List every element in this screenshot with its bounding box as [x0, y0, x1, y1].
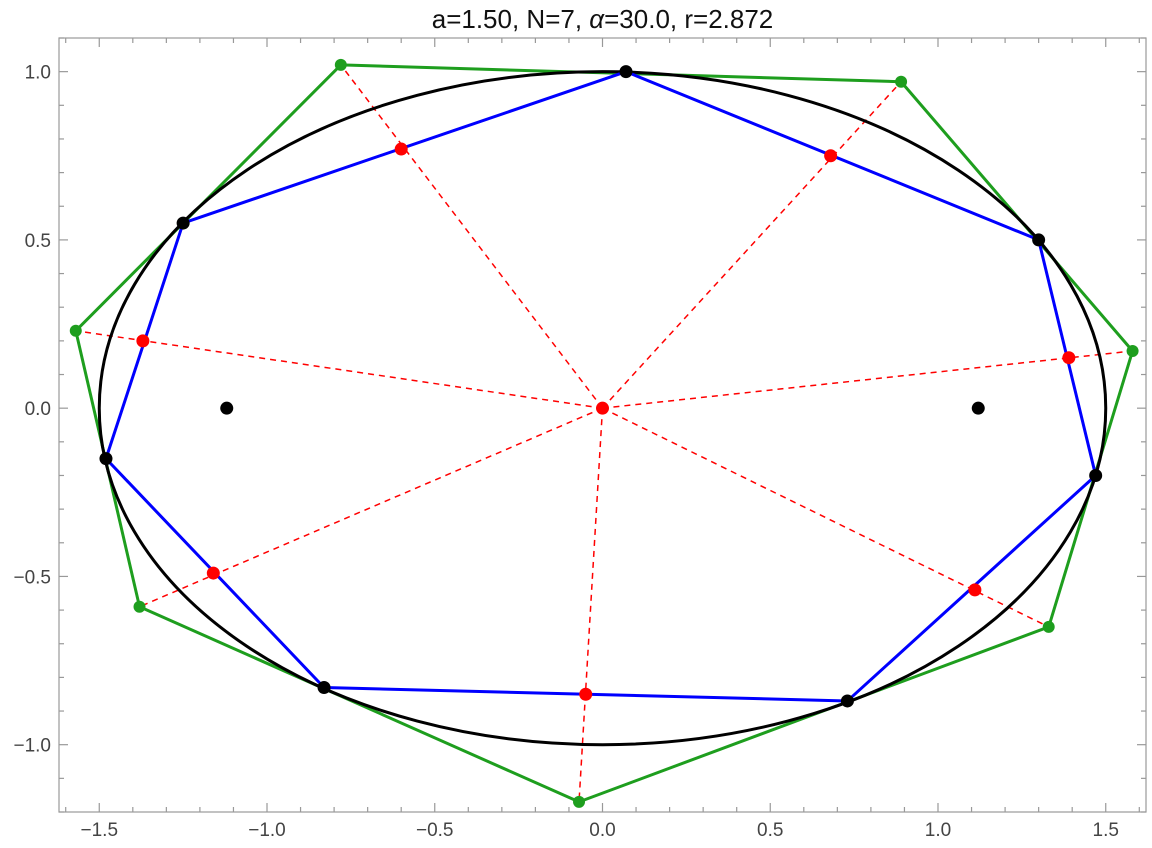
green-vertex-point: [895, 75, 908, 88]
x-tick-label: −0.5: [416, 820, 454, 841]
red-dashed-spoke: [578, 408, 604, 802]
green-vertex-point: [334, 58, 347, 71]
chart-title: a=1.50, N=7, α=30.0, r=2.872: [432, 4, 774, 34]
black-vertex-point: [840, 694, 854, 708]
center-point: [596, 401, 609, 415]
green-polygon: [74, 63, 1135, 804]
red-dashed-spoke: [75, 330, 603, 409]
red-midpoint: [579, 687, 593, 701]
title-alpha: α: [589, 4, 605, 34]
red-dashed-spoke: [340, 64, 604, 409]
title-pre: a=1.50, N=7,: [432, 4, 590, 34]
focus-point: [220, 401, 234, 415]
data-layer: [69, 58, 1139, 808]
title-post: =30.0, r=2.872: [604, 4, 773, 34]
y-tick-label: 0.0: [25, 399, 51, 420]
x-tick-label: −1.5: [81, 820, 119, 841]
red-midpoint: [136, 334, 150, 348]
green-vertex-point: [1042, 620, 1055, 633]
green-vertex-point: [573, 795, 586, 808]
x-tick-label: 1.5: [1093, 820, 1119, 841]
y-tick-label: 1.0: [25, 63, 51, 84]
y-tick-label: 0.5: [25, 231, 51, 252]
focus-point: [971, 401, 985, 415]
axis-ticks: [59, 37, 1146, 813]
black-vertex-point: [176, 216, 190, 230]
x-tick-label: −1.0: [248, 820, 286, 841]
x-tick-label: 1.0: [925, 820, 951, 841]
black-vertex-point: [317, 680, 331, 694]
x-tick-label: 0.0: [589, 820, 615, 841]
y-tick-label: −1.0: [13, 736, 51, 757]
green-vertex-point: [69, 324, 82, 337]
x-tick-label: 0.5: [757, 820, 783, 841]
y-tick-label: −0.5: [13, 567, 51, 588]
red-midpoint: [1062, 351, 1076, 365]
red-dashed-spoke: [602, 350, 1133, 409]
black-vertex-point: [1089, 468, 1103, 482]
black-vertex-point: [99, 452, 113, 466]
red-dashed-spoke: [601, 81, 902, 409]
red-midpoint: [206, 566, 220, 580]
black-vertex-point: [1032, 233, 1046, 247]
black-vertex-point: [619, 65, 633, 79]
green-vertex-point: [133, 600, 146, 613]
red-midpoint: [824, 149, 838, 163]
red-dashed-spoke: [602, 407, 1050, 628]
ellipse-curve: [97, 70, 1108, 747]
red-midpoint: [394, 142, 408, 156]
red-midpoint: [968, 583, 982, 597]
axis-tick-labels: −1.5 −1.0 −0.5 0.0 0.5 1.0 1.5 −1.0 −0.5 0.0 0.5 1.…: [13, 63, 1118, 841]
green-vertex-point: [1126, 344, 1139, 357]
